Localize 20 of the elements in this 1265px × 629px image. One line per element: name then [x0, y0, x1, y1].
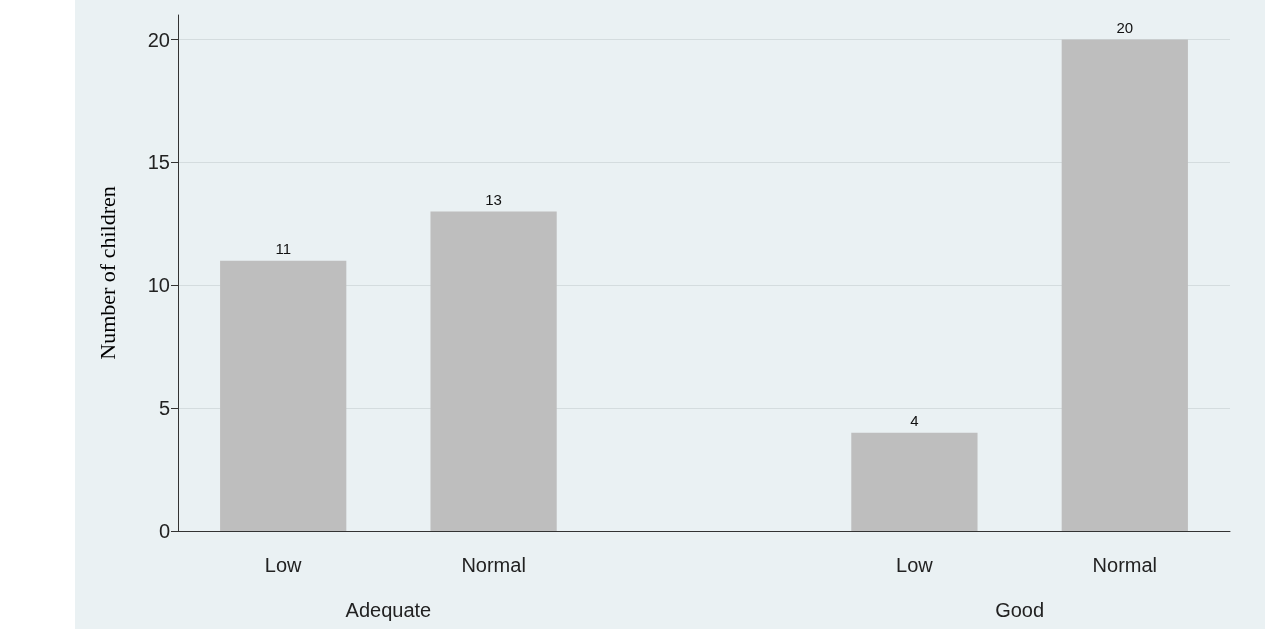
data-label: 13 — [485, 190, 502, 208]
data-label: 11 — [275, 239, 291, 257]
x-tick-label: Low — [264, 554, 303, 576]
y-tick-label: 20 — [147, 28, 170, 51]
bar — [1061, 39, 1188, 531]
bar — [851, 432, 978, 531]
data-label: 20 — [1116, 18, 1134, 36]
data-label: 4 — [910, 411, 919, 429]
x-tick-label: Normal — [461, 554, 526, 576]
x-tick-label: Low — [896, 554, 934, 576]
bar — [220, 260, 347, 531]
text: Good — [995, 599, 1045, 621]
y-axis-title: Number of children — [94, 186, 120, 360]
y-tick-label: 0 — [158, 520, 170, 542]
text: Adequate — [345, 599, 432, 621]
x-tick-label: Normal — [1092, 554, 1158, 576]
y-tick-label: 5 — [158, 397, 170, 420]
bar — [430, 211, 557, 531]
y-tick-label: 15 — [147, 151, 170, 174]
y-tick-label: 10 — [147, 274, 170, 297]
